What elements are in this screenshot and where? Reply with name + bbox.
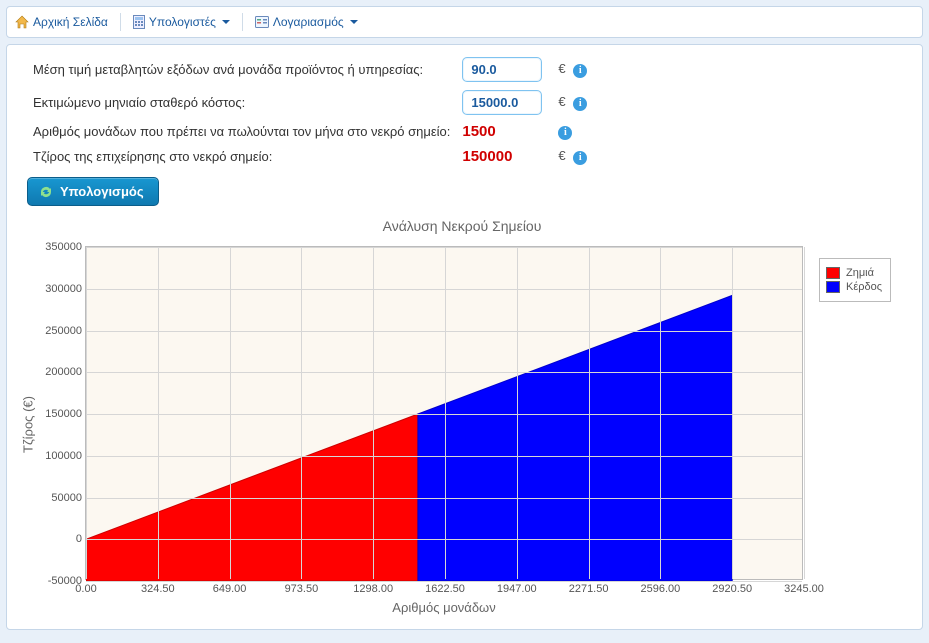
fixed-cost-input[interactable] — [462, 90, 542, 115]
units-breakeven-label: Αριθμός μονάδων που πρέπει να πωλούνται … — [27, 119, 456, 144]
calculate-button[interactable]: Υπολογισμός — [27, 177, 159, 206]
legend-swatch — [826, 281, 840, 293]
gridline-vertical — [445, 247, 446, 579]
chart-plot-area: Τζίρος (€) Αριθμός μονάδων -500000500001… — [85, 246, 803, 580]
currency-symbol: € — [558, 61, 565, 76]
menu-account-label: Λογαριασμός — [273, 15, 344, 29]
chart-legend: Ζημιά Κέρδος — [819, 258, 891, 302]
gridline-vertical — [804, 247, 805, 579]
x-tick-label: 649.00 — [213, 583, 247, 595]
gridline-vertical — [732, 247, 733, 579]
gridline-horizontal — [86, 247, 802, 248]
info-icon[interactable]: i — [558, 126, 572, 140]
gridline-vertical — [373, 247, 374, 579]
parameters-form: Μέση τιμή μεταβλητών εξόδων ανά μονάδα π… — [27, 53, 593, 169]
fixed-cost-label: Εκτιμώμενο μηνιαίο σταθερό κόστος: — [27, 86, 456, 119]
legend-label: Ζημιά — [846, 267, 874, 279]
legend-swatch — [826, 267, 840, 279]
gridline-horizontal — [86, 539, 802, 540]
x-axis-title: Αριθμός μονάδων — [392, 600, 495, 615]
info-icon[interactable]: i — [573, 151, 587, 165]
currency-symbol: € — [558, 94, 565, 109]
y-tick-label: 300000 — [38, 283, 82, 295]
units-breakeven-value: 1500 — [456, 119, 548, 144]
x-tick-label: 324.50 — [141, 583, 175, 595]
y-tick-label: 50000 — [38, 492, 82, 504]
y-tick-label: 350000 — [38, 241, 82, 253]
calculate-button-label: Υπολογισμός — [60, 184, 144, 199]
legend-item-profit: Κέρδος — [826, 281, 884, 293]
gridline-vertical — [589, 247, 590, 579]
x-tick-label: 1622.50 — [425, 583, 465, 595]
home-icon — [15, 15, 29, 29]
currency-symbol: € — [558, 148, 565, 163]
x-tick-label: 3245.00 — [784, 583, 824, 595]
menu-calculators[interactable]: Υπολογιστές — [133, 15, 230, 29]
x-tick-label: 2920.50 — [712, 583, 752, 595]
menu-divider — [120, 13, 121, 31]
info-icon[interactable]: i — [573, 64, 587, 78]
gridline-vertical — [158, 247, 159, 579]
turnover-breakeven-value: 150000 — [456, 144, 548, 169]
gridline-vertical — [230, 247, 231, 579]
x-tick-label: 2271.50 — [569, 583, 609, 595]
menu-home[interactable]: Αρχική Σελίδα — [15, 15, 108, 29]
breakeven-chart: Ανάλυση Νεκρού Σημείου Τζίρος (€) Αριθμό… — [27, 218, 897, 628]
menu-home-label: Αρχική Σελίδα — [33, 15, 108, 29]
x-tick-label: 1298.00 — [353, 583, 393, 595]
gridline-horizontal — [86, 456, 802, 457]
gridline-vertical — [660, 247, 661, 579]
x-tick-label: 0.00 — [75, 583, 96, 595]
x-tick-label: 1947.00 — [497, 583, 537, 595]
gridline-horizontal — [86, 414, 802, 415]
scroll-area[interactable]: Μέση τιμή μεταβλητών εξόδων ανά μονάδα π… — [7, 45, 922, 629]
gridline-horizontal — [86, 289, 802, 290]
y-tick-label: 200000 — [38, 366, 82, 378]
x-tick-label: 2596.00 — [641, 583, 681, 595]
y-tick-label: 100000 — [38, 450, 82, 462]
legend-item-loss: Ζημιά — [826, 267, 884, 279]
info-icon[interactable]: i — [573, 97, 587, 111]
chevron-down-icon — [350, 20, 358, 24]
content-panel: Μέση τιμή μεταβλητών εξόδων ανά μονάδα π… — [6, 44, 923, 630]
y-tick-label: 150000 — [38, 408, 82, 420]
gridline-horizontal — [86, 372, 802, 373]
refresh-icon — [38, 185, 54, 199]
chevron-down-icon — [222, 20, 230, 24]
gridline-horizontal — [86, 498, 802, 499]
y-axis-title: Τζίρος (€) — [21, 396, 36, 453]
menu-divider — [242, 13, 243, 31]
gridline-horizontal — [86, 331, 802, 332]
menu-account[interactable]: Λογαριασμός — [255, 15, 358, 29]
turnover-breakeven-label: Τζίρος της επιχείρησης στο νεκρό σημείο: — [27, 144, 456, 169]
chart-title: Ανάλυση Νεκρού Σημείου — [27, 218, 897, 234]
gridline-vertical — [301, 247, 302, 579]
gridline-vertical — [86, 247, 87, 579]
account-icon — [255, 16, 269, 28]
x-tick-label: 973.50 — [285, 583, 319, 595]
avg-var-cost-label: Μέση τιμή μεταβλητών εξόδων ανά μονάδα π… — [27, 53, 456, 86]
menu-calculators-label: Υπολογιστές — [149, 15, 216, 29]
top-menubar: Αρχική Σελίδα Υπολογιστές Λογαριασμός — [6, 6, 923, 38]
gridline-vertical — [517, 247, 518, 579]
legend-label: Κέρδος — [846, 281, 882, 293]
chart-series-area — [418, 295, 732, 581]
y-tick-label: 250000 — [38, 325, 82, 337]
gridline-horizontal — [86, 581, 802, 582]
y-tick-label: 0 — [38, 533, 82, 545]
calculator-icon — [133, 15, 145, 29]
avg-var-cost-input[interactable] — [462, 57, 542, 82]
